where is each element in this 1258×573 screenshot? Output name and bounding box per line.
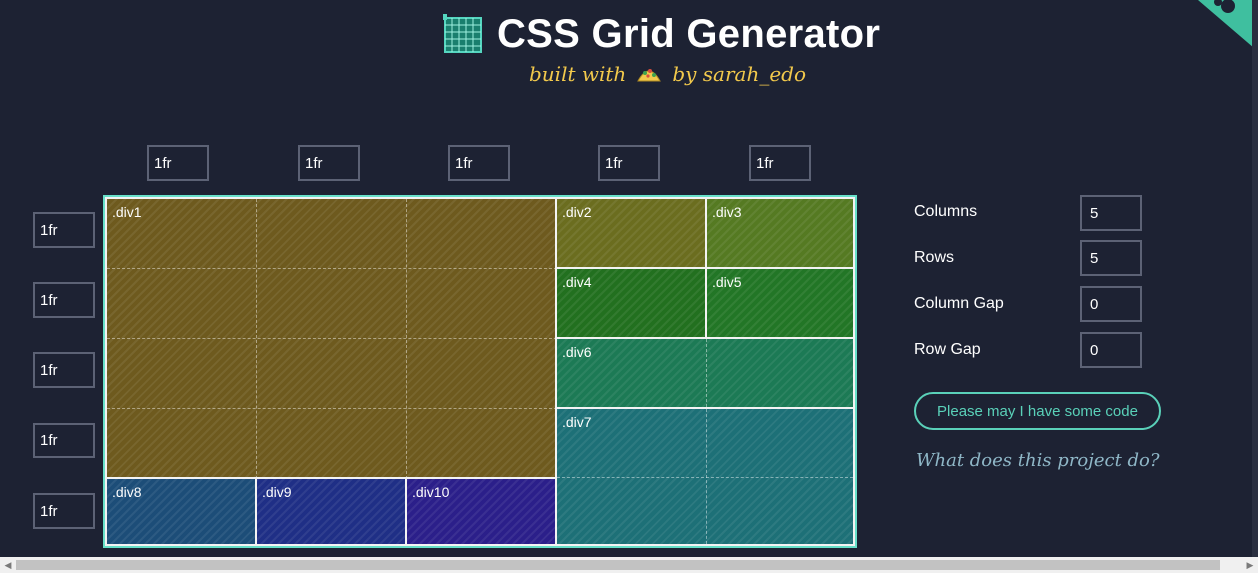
grid-area-div2[interactable]: .div2 bbox=[555, 197, 707, 269]
get-code-button[interactable]: Please may I have some code bbox=[914, 392, 1161, 430]
grid-area-div9[interactable]: .div9 bbox=[255, 477, 407, 546]
row-gap-label: Row Gap bbox=[914, 341, 981, 358]
area-label: .div4 bbox=[562, 274, 592, 290]
subtitle-author: by sarah_edo bbox=[672, 62, 807, 86]
grid-line bbox=[256, 199, 257, 479]
area-label: .div6 bbox=[562, 344, 592, 360]
area-label: .div7 bbox=[562, 414, 592, 430]
grid-line bbox=[406, 199, 407, 479]
scrollbar-thumb[interactable] bbox=[16, 560, 1220, 570]
column-size-input-3[interactable] bbox=[448, 145, 510, 181]
area-label: .div5 bbox=[712, 274, 742, 290]
row-size-input-4[interactable] bbox=[33, 423, 95, 458]
column-gap-label: Column Gap bbox=[914, 295, 1004, 312]
corner-ribbon-icon[interactable] bbox=[1198, 0, 1254, 48]
row-size-input-3[interactable] bbox=[33, 352, 95, 388]
row-size-input-1[interactable] bbox=[33, 212, 95, 248]
rows-label: Rows bbox=[914, 249, 955, 266]
horizontal-scrollbar[interactable]: ◀ ▶ bbox=[0, 557, 1258, 573]
scroll-left-arrow-icon[interactable]: ◀ bbox=[4, 560, 12, 570]
columns-label: Columns bbox=[914, 203, 978, 220]
column-size-input-2[interactable] bbox=[298, 145, 360, 181]
grid-area-div8[interactable]: .div8 bbox=[105, 477, 257, 546]
subtitle-prefix: built with bbox=[529, 62, 627, 86]
vertical-scrollbar[interactable] bbox=[1252, 0, 1258, 557]
grid-line bbox=[557, 477, 853, 478]
grid-line bbox=[107, 408, 557, 409]
grid-line bbox=[107, 268, 557, 269]
grid-area-div1[interactable]: .div1 bbox=[105, 197, 557, 479]
area-label: .div8 bbox=[112, 484, 142, 500]
area-label: .div9 bbox=[262, 484, 292, 500]
row-size-input-5[interactable] bbox=[33, 493, 95, 529]
grid-line bbox=[706, 339, 707, 407]
column-size-input-1[interactable] bbox=[147, 145, 209, 181]
page-title: CSS Grid Generator bbox=[497, 12, 881, 56]
columns-input[interactable] bbox=[1080, 195, 1142, 231]
header: CSS Grid Generator built with by sarah_e… bbox=[0, 0, 1258, 110]
rows-input[interactable] bbox=[1080, 240, 1142, 276]
row-size-input-2[interactable] bbox=[33, 282, 95, 318]
project-info-link[interactable]: What does this project do? bbox=[916, 450, 1160, 471]
grid-area-div5[interactable]: .div5 bbox=[705, 267, 855, 339]
column-size-input-5[interactable] bbox=[749, 145, 811, 181]
grid-area-div4[interactable]: .div4 bbox=[555, 267, 707, 339]
area-label: .div3 bbox=[712, 204, 742, 220]
grid-logo-icon bbox=[443, 14, 482, 53]
grid-canvas[interactable]: .div1 .div2 .div3 .div4 .div5 .div6 .div… bbox=[103, 195, 857, 548]
grid-line bbox=[107, 338, 557, 339]
scroll-right-arrow-icon[interactable]: ▶ bbox=[1246, 560, 1254, 570]
grid-area-div6[interactable]: .div6 bbox=[555, 337, 855, 409]
grid-area-div7[interactable]: .div7 bbox=[555, 407, 855, 546]
grid-area-div3[interactable]: .div3 bbox=[705, 197, 855, 269]
column-gap-input[interactable] bbox=[1080, 286, 1142, 322]
area-label: .div10 bbox=[412, 484, 450, 500]
column-size-input-4[interactable] bbox=[598, 145, 660, 181]
taco-icon bbox=[637, 69, 662, 82]
grid-area-div10[interactable]: .div10 bbox=[405, 477, 557, 546]
grid-line bbox=[706, 409, 707, 544]
area-label: .div1 bbox=[112, 204, 142, 220]
row-gap-input[interactable] bbox=[1080, 332, 1142, 368]
subtitle: built with by sarah_edo bbox=[529, 62, 806, 86]
area-label: .div2 bbox=[562, 204, 592, 220]
